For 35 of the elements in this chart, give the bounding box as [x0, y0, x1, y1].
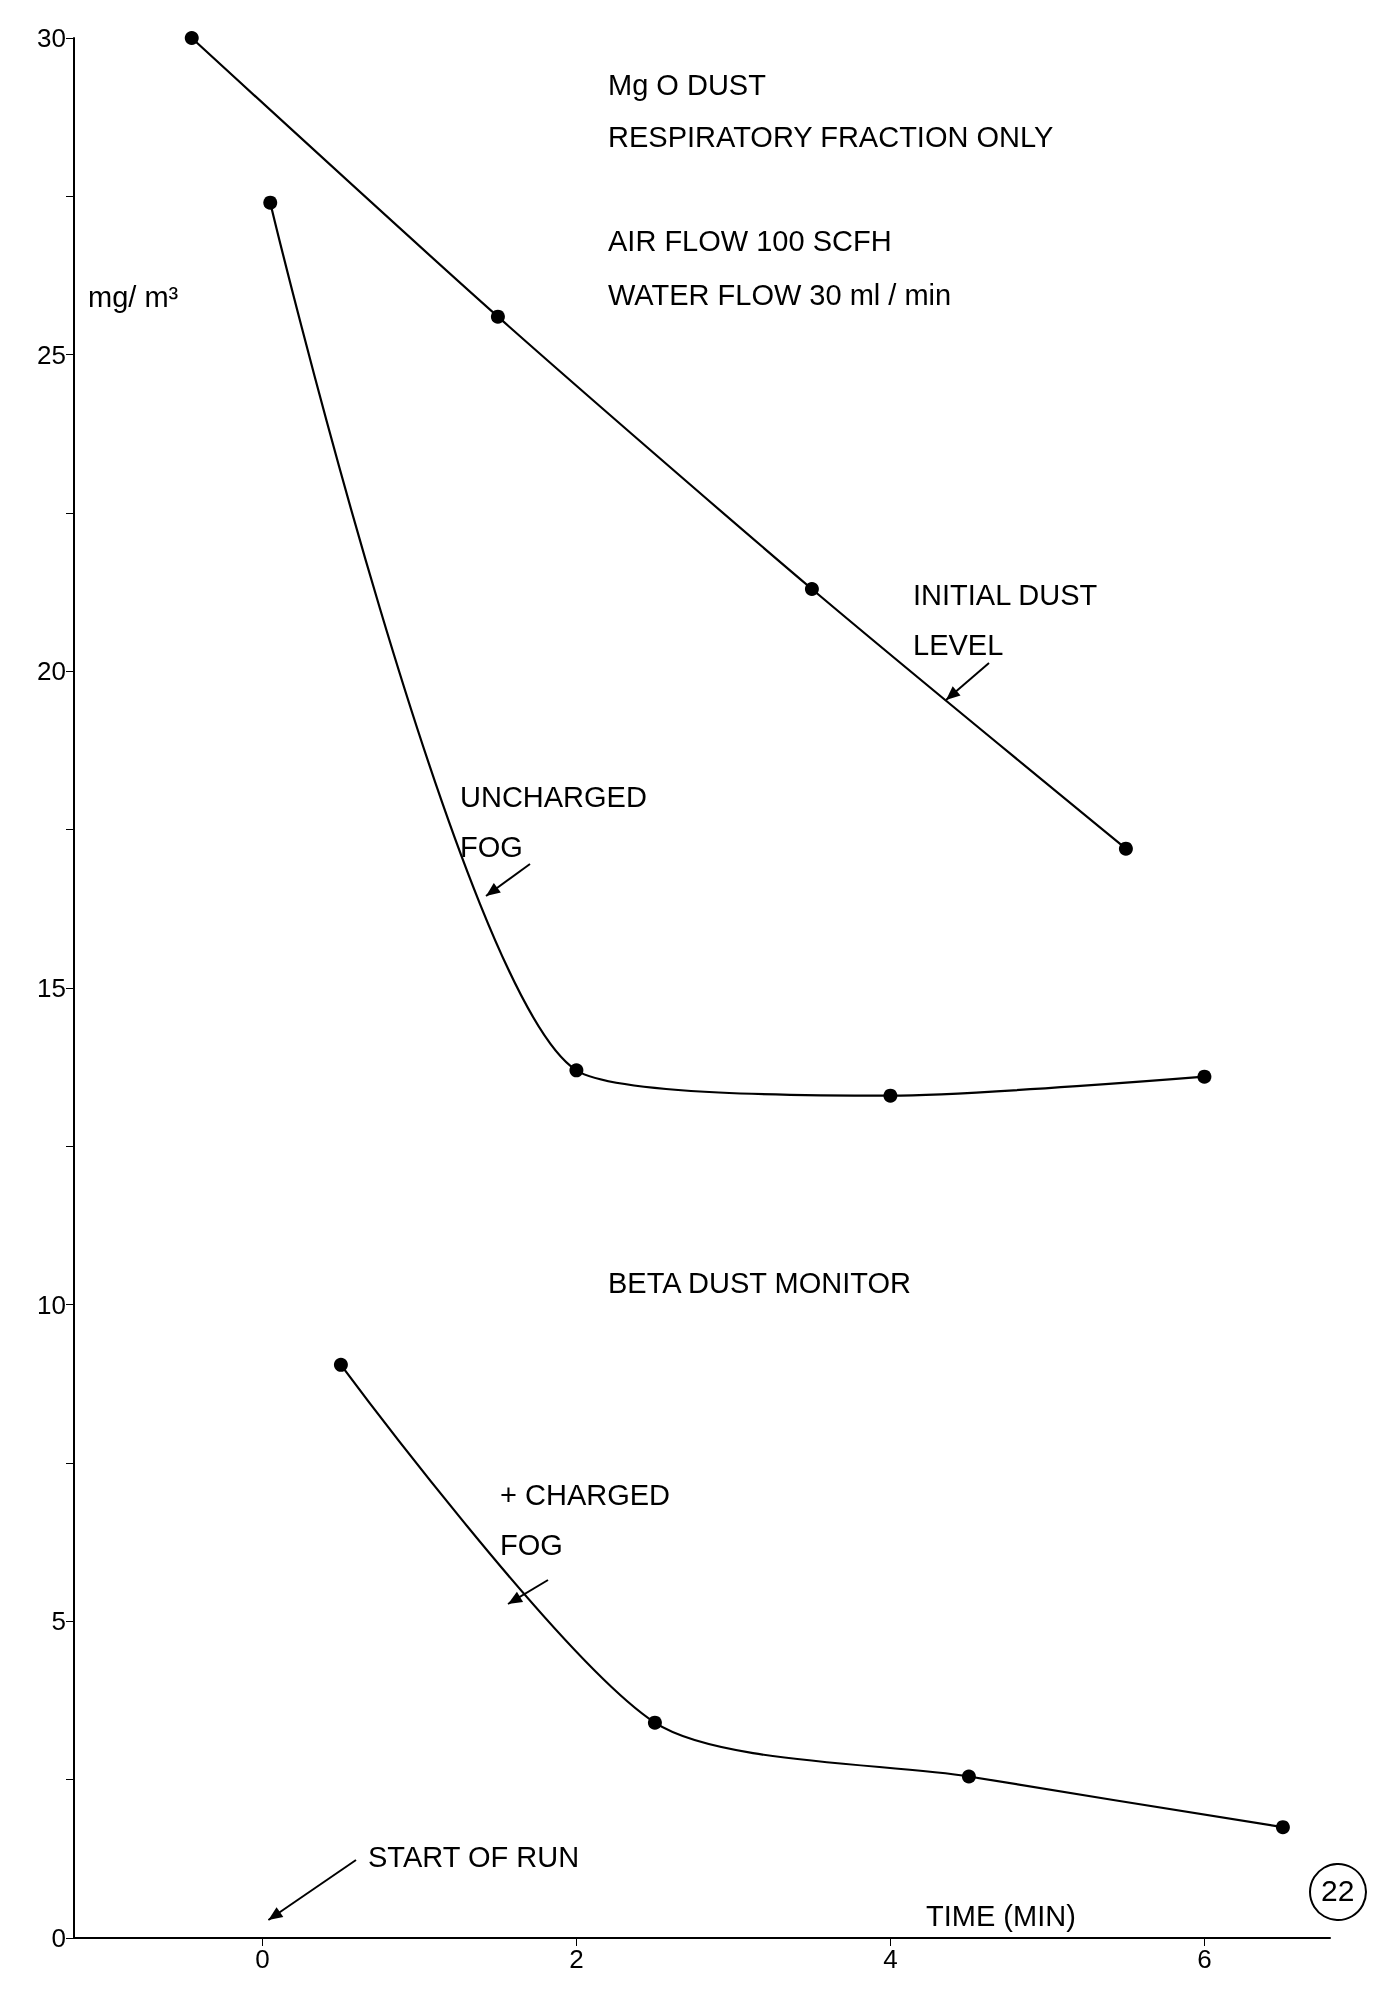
- y-axis-title: mg/ m³: [88, 280, 179, 313]
- point: [1197, 1069, 1212, 1084]
- point: [1118, 841, 1133, 856]
- series-label: + CHARGED FOG: [500, 1479, 671, 1561]
- point: [184, 31, 199, 45]
- point: [333, 1357, 348, 1372]
- text: RESPIRATORY FRACTION ONLY: [608, 120, 1054, 153]
- y-tick-label: 30: [37, 23, 66, 53]
- series-label: INITIAL DUST LEVEL: [913, 579, 1098, 661]
- annotation: START OF RUN: [368, 1840, 580, 1873]
- point: [569, 1063, 584, 1078]
- y-tick-label: 20: [37, 656, 66, 687]
- annotation: WATER FLOW 30 ml / min: [608, 278, 952, 311]
- point: [883, 1088, 898, 1103]
- point: [804, 582, 819, 596]
- annotation: 22: [1321, 1873, 1355, 1907]
- x-axis-title: TIME (MIN): [926, 1899, 1076, 1932]
- x-tick-label: 4: [883, 1944, 898, 1974]
- point: [647, 1715, 662, 1730]
- x-tick-label: 0: [255, 1944, 270, 1974]
- point: [961, 1769, 976, 1784]
- point: [263, 195, 278, 210]
- annotation: BETA DUST MONITOR: [608, 1266, 911, 1299]
- y-tick-label: 0: [51, 1923, 66, 1953]
- text: Mg O DUST: [608, 68, 767, 101]
- series-label: UNCHARGED FOG: [460, 781, 647, 863]
- point: [490, 309, 505, 324]
- annotation: AIR FLOW 100 SCFH: [608, 224, 892, 257]
- y-tick-label: 5: [51, 1606, 66, 1637]
- y-tick-label: 25: [37, 339, 66, 370]
- y-tick-label: 10: [37, 1289, 66, 1320]
- x-tick-label: 2: [569, 1944, 584, 1974]
- point: [1275, 1820, 1290, 1835]
- x-tick-label: 6: [1197, 1944, 1212, 1974]
- y-tick-label: 15: [37, 973, 66, 1003]
